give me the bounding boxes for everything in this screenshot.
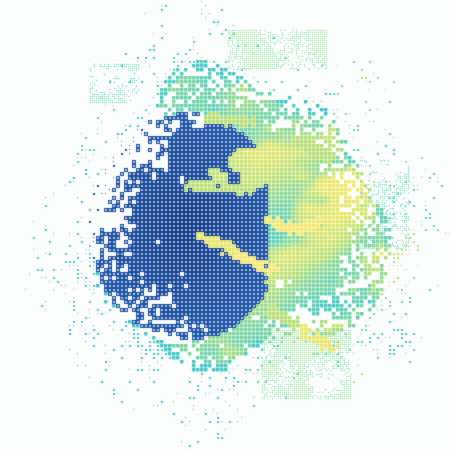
radar-map-viewport[interactable]: [0, 0, 450, 450]
radar-precipitation-layer: [0, 0, 450, 450]
